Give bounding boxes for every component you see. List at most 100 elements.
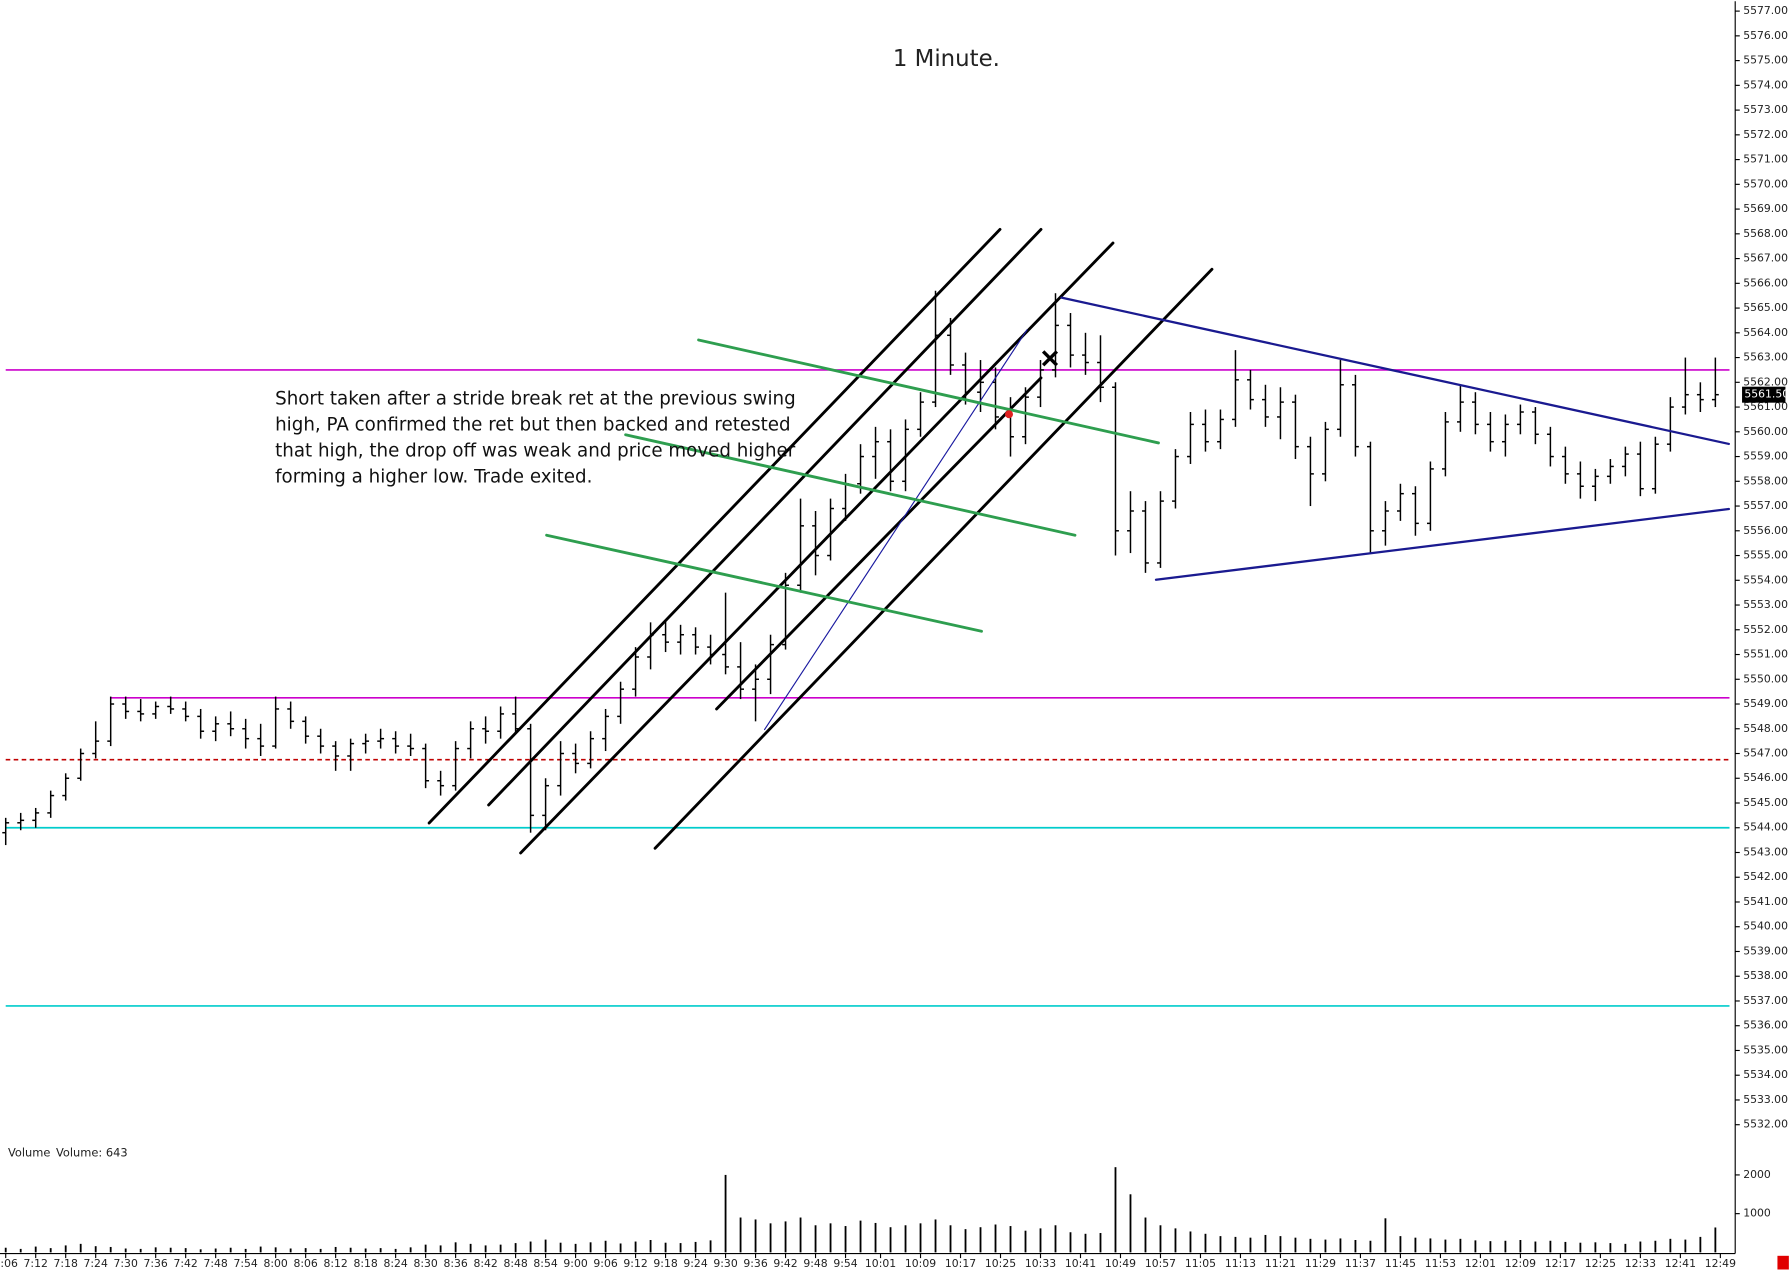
x-tick-label: 10:49 (1105, 1257, 1136, 1270)
x-tick-label: 8:42 (473, 1257, 497, 1270)
x-tick-label: 9:12 (623, 1257, 647, 1270)
y-tick-label: 5558.00 (1743, 474, 1788, 487)
y-tick-label: 5574.00 (1743, 78, 1788, 91)
y-tick-label: 5576.00 (1743, 29, 1788, 42)
x-tick-label: 9:00 (563, 1257, 587, 1270)
y-tick-label: 5537.00 (1743, 994, 1788, 1007)
x-tick-label: 10:01 (865, 1257, 896, 1270)
annotation-line: forming a higher low. Trade exited. (275, 466, 592, 487)
x-tick-label: 7:36 (144, 1257, 168, 1270)
y-tick-label: 5547.00 (1743, 747, 1788, 760)
x-tick-label: 9:30 (713, 1257, 737, 1270)
y-tick-label: 5534.00 (1743, 1068, 1788, 1081)
x-tick-label: 12:17 (1545, 1257, 1576, 1270)
x-tick-label: 7:30 (114, 1257, 138, 1270)
trend-line (697, 338, 1160, 445)
y-tick-label: 5575.00 (1743, 54, 1788, 67)
x-tick-label: 7:12 (24, 1257, 48, 1270)
y-tick-label: 5568.00 (1743, 227, 1788, 240)
x-tick-label: 9:42 (773, 1257, 797, 1270)
x-tick-label: 12:01 (1465, 1257, 1496, 1270)
last-price-box (1742, 386, 1786, 403)
y-tick-label: 5542.00 (1743, 870, 1788, 883)
trend-line (653, 267, 1214, 850)
x-tick-label: 9:06 (593, 1257, 617, 1270)
x-tick-label: 11:45 (1385, 1257, 1416, 1270)
y-tick-label: 5559.00 (1743, 450, 1788, 463)
y-tick-label: 5569.00 (1743, 202, 1788, 215)
y-tick-label: 5557.00 (1743, 499, 1788, 512)
x-tick-label: 11:13 (1225, 1257, 1256, 1270)
y-tick-label: 5572.00 (1743, 128, 1788, 141)
last-price-label: 5561.50 (1744, 388, 1789, 401)
y-tick-label: 5571.00 (1743, 153, 1788, 166)
y-tick-label: 5548.00 (1743, 722, 1788, 735)
y-tick-label: 5554.00 (1743, 573, 1788, 586)
x-tick-label: 9:48 (803, 1257, 827, 1270)
y-tick-label: 5541.00 (1743, 895, 1788, 908)
x-tick-label: 8:48 (503, 1257, 527, 1270)
x-tick-label: 8:24 (383, 1257, 407, 1270)
y-tick-label: 5539.00 (1743, 944, 1788, 957)
annotation-line: Short taken after a stride break ret at … (275, 389, 796, 410)
x-tick-label: 10:57 (1145, 1257, 1176, 1270)
trend-line (1154, 507, 1731, 581)
x-tick-label: 9:36 (743, 1257, 767, 1270)
y-tick-label: 5561.00 (1743, 400, 1788, 413)
y-tick-label: 5560.00 (1743, 425, 1788, 438)
trend-line (763, 329, 1028, 731)
x-tick-label: 8:36 (443, 1257, 467, 1270)
marker-dot (1005, 410, 1014, 419)
volume-readout: Volume: 643 (56, 1146, 128, 1160)
y-tick-label: 5570.00 (1743, 177, 1788, 190)
x-tick-label: 11:21 (1265, 1257, 1296, 1270)
x-tick-label: 7:18 (54, 1257, 78, 1270)
y-tick-label: 5564.00 (1743, 326, 1788, 339)
y-tick-label: 5535.00 (1743, 1043, 1788, 1056)
x-tick-label: 8:54 (533, 1257, 557, 1270)
x-tick-label: 11:53 (1425, 1257, 1456, 1270)
x-tick-label: 11:37 (1345, 1257, 1376, 1270)
y-tick-label: 5566.00 (1743, 276, 1788, 289)
trend-line (487, 227, 1043, 807)
x-tick-label: 10:09 (905, 1257, 936, 1270)
x-tick-label: 11:05 (1185, 1257, 1216, 1270)
volume-tick-label: 2000 (1743, 1168, 1771, 1181)
chart-title: 1 Minute. (893, 46, 1000, 72)
y-tick-label: 5577.00 (1743, 4, 1788, 17)
x-tick-label: 9:18 (653, 1257, 677, 1270)
x-tick-label: 9:54 (833, 1257, 857, 1270)
x-tick-label: 8:18 (353, 1257, 377, 1270)
x-tick-label: 11:29 (1305, 1257, 1336, 1270)
y-tick-label: 5540.00 (1743, 920, 1788, 933)
y-tick-label: 5573.00 (1743, 103, 1788, 116)
y-tick-label: 5555.00 (1743, 549, 1788, 562)
trend-line (545, 533, 983, 633)
y-tick-label: 5545.00 (1743, 796, 1788, 809)
trend-line (715, 376, 1043, 711)
x-tick-label: 12:33 (1625, 1257, 1656, 1270)
x-tick-label: 8:30 (413, 1257, 437, 1270)
trend-line (519, 241, 1115, 855)
annotation-line: high, PA confirmed the ret but then back… (275, 415, 790, 436)
x-tick-label: 12:41 (1665, 1257, 1696, 1270)
x-tick-label: 10:25 (985, 1257, 1016, 1270)
y-tick-label: 5556.00 (1743, 524, 1788, 537)
y-tick-label: 5546.00 (1743, 771, 1788, 784)
x-tick-label: 7:42 (174, 1257, 198, 1270)
x-tick-label: 7:54 (233, 1257, 257, 1270)
x-tick-label: 9:24 (683, 1257, 707, 1270)
marker-cross (1041, 350, 1059, 367)
y-tick-label: 5550.00 (1743, 672, 1788, 685)
y-tick-label: 5536.00 (1743, 1019, 1788, 1032)
y-tick-label: 5538.00 (1743, 969, 1788, 982)
y-tick-label: 5553.00 (1743, 598, 1788, 611)
annotation-line: that high, the drop off was weak and pri… (275, 440, 796, 461)
y-tick-label: 5549.00 (1743, 697, 1788, 710)
x-tick-label: 12:25 (1585, 1257, 1616, 1270)
x-tick-label: 7:06 (0, 1257, 18, 1270)
trend-line (427, 227, 1002, 825)
